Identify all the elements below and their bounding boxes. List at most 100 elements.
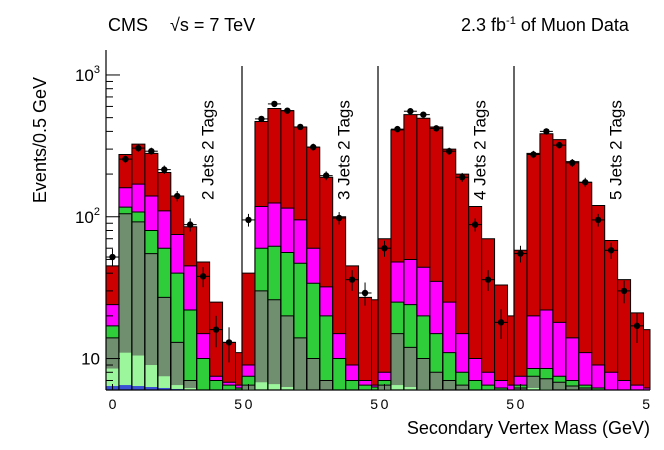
data-point xyxy=(186,221,194,228)
data-point xyxy=(633,322,641,330)
stack-bar xyxy=(481,238,495,390)
stack-bar xyxy=(306,358,321,390)
stack-bar xyxy=(591,205,606,390)
stack-bar xyxy=(416,358,431,390)
stack-bar xyxy=(643,329,651,390)
data-point xyxy=(199,273,207,280)
data-point xyxy=(543,128,550,135)
stack-bar xyxy=(468,380,483,390)
stack-bar xyxy=(280,315,295,390)
stack-bar xyxy=(118,352,133,390)
data-point xyxy=(348,276,356,283)
data-point xyxy=(335,214,343,222)
panel-label: 2 Jets 2 Tags xyxy=(198,100,217,200)
y-tick-exponent: 3 xyxy=(94,64,100,76)
y-tick-label: 103 xyxy=(75,64,100,85)
stack-bar xyxy=(371,387,379,390)
stack-bar xyxy=(565,386,580,390)
y-tick-base: 10 xyxy=(75,66,94,85)
stack-bar xyxy=(539,378,554,390)
data-point xyxy=(433,125,440,132)
stack-bar xyxy=(157,387,172,390)
x-tick-label: 0 xyxy=(381,396,389,412)
stack-bar xyxy=(254,382,269,390)
stack-bar xyxy=(591,365,606,390)
stack-bar xyxy=(358,297,372,390)
stack-bar xyxy=(242,273,256,390)
stack-bar xyxy=(131,386,146,390)
stack-bar xyxy=(526,387,541,390)
stack-outline xyxy=(513,309,651,390)
stack-bar xyxy=(514,250,528,390)
outline-layer xyxy=(105,108,651,391)
stack-bar xyxy=(106,368,120,390)
stack-bar xyxy=(630,312,644,390)
stack-bar xyxy=(429,372,444,390)
stack-bar xyxy=(235,387,243,390)
x-tick-label: 0 xyxy=(109,396,117,412)
data-point xyxy=(530,151,537,158)
stack-bar xyxy=(144,387,159,390)
data-point xyxy=(109,253,116,261)
stack-bar xyxy=(552,382,567,390)
x-axis-title: Secondary Vertex Mass (GeV) xyxy=(407,418,650,438)
stack-bar xyxy=(222,342,236,390)
stack-bar xyxy=(157,376,172,390)
stack-bar xyxy=(552,322,567,390)
stack-bar xyxy=(468,206,483,390)
stack-bar xyxy=(131,355,146,390)
stack-bar xyxy=(403,347,418,390)
data-point xyxy=(225,339,233,346)
data-point xyxy=(135,144,142,152)
stack-bar xyxy=(565,337,580,390)
y-tick-base: 10 xyxy=(75,208,94,227)
y-tick-label: 102 xyxy=(75,206,100,227)
stack-bar xyxy=(507,385,515,390)
stack-bar xyxy=(578,387,593,390)
data-point xyxy=(594,216,602,224)
data-point xyxy=(517,250,524,257)
data-points-layer xyxy=(106,100,644,363)
stack-bar xyxy=(507,315,515,390)
data-point xyxy=(161,166,168,173)
data-point xyxy=(381,245,388,252)
stack-bar xyxy=(196,358,211,390)
data-point xyxy=(361,289,369,297)
stack-bar xyxy=(403,387,418,390)
stack-bar xyxy=(390,385,405,390)
stack-bar xyxy=(157,297,172,390)
x-tick-label: 5 xyxy=(506,396,514,412)
stack-bar xyxy=(254,290,269,390)
stack-bar xyxy=(222,385,236,390)
stack-bar xyxy=(565,161,580,390)
stack-bar xyxy=(267,384,282,390)
y-axis-title: Events/0.5 GeV xyxy=(30,77,50,203)
stack-bar xyxy=(118,385,133,390)
stack-bar xyxy=(267,299,282,390)
stack-bar xyxy=(358,385,372,390)
stack-bar xyxy=(604,372,619,390)
x-tick-label: 5 xyxy=(370,396,378,412)
lumi-value: 2.3 fb xyxy=(461,15,506,35)
data-point xyxy=(484,276,492,283)
bars-layer xyxy=(106,108,651,391)
data-point xyxy=(212,326,220,333)
stack-bar xyxy=(183,309,198,390)
data-point xyxy=(148,147,155,155)
stack-bar xyxy=(643,387,651,390)
panel-label: 5 Jets 2 Tags xyxy=(606,100,625,200)
stack-bar xyxy=(293,337,308,390)
stack-bar xyxy=(578,352,593,390)
data-point xyxy=(569,159,576,167)
data-point xyxy=(174,192,181,200)
luminosity-label: 2.3 fb-1 of Muon Data xyxy=(461,15,630,35)
panel-labels: 2 Jets 2 Tags 3 Jets 2 Tags 4 Jets 2 Tags 5… xyxy=(198,100,625,200)
data-point xyxy=(582,179,589,186)
panel-label: 3 Jets 2 Tags xyxy=(334,100,353,200)
stack-bar xyxy=(390,333,405,390)
stack-bar xyxy=(183,380,198,390)
stack-bar xyxy=(235,352,243,390)
stack-bar xyxy=(183,387,198,390)
